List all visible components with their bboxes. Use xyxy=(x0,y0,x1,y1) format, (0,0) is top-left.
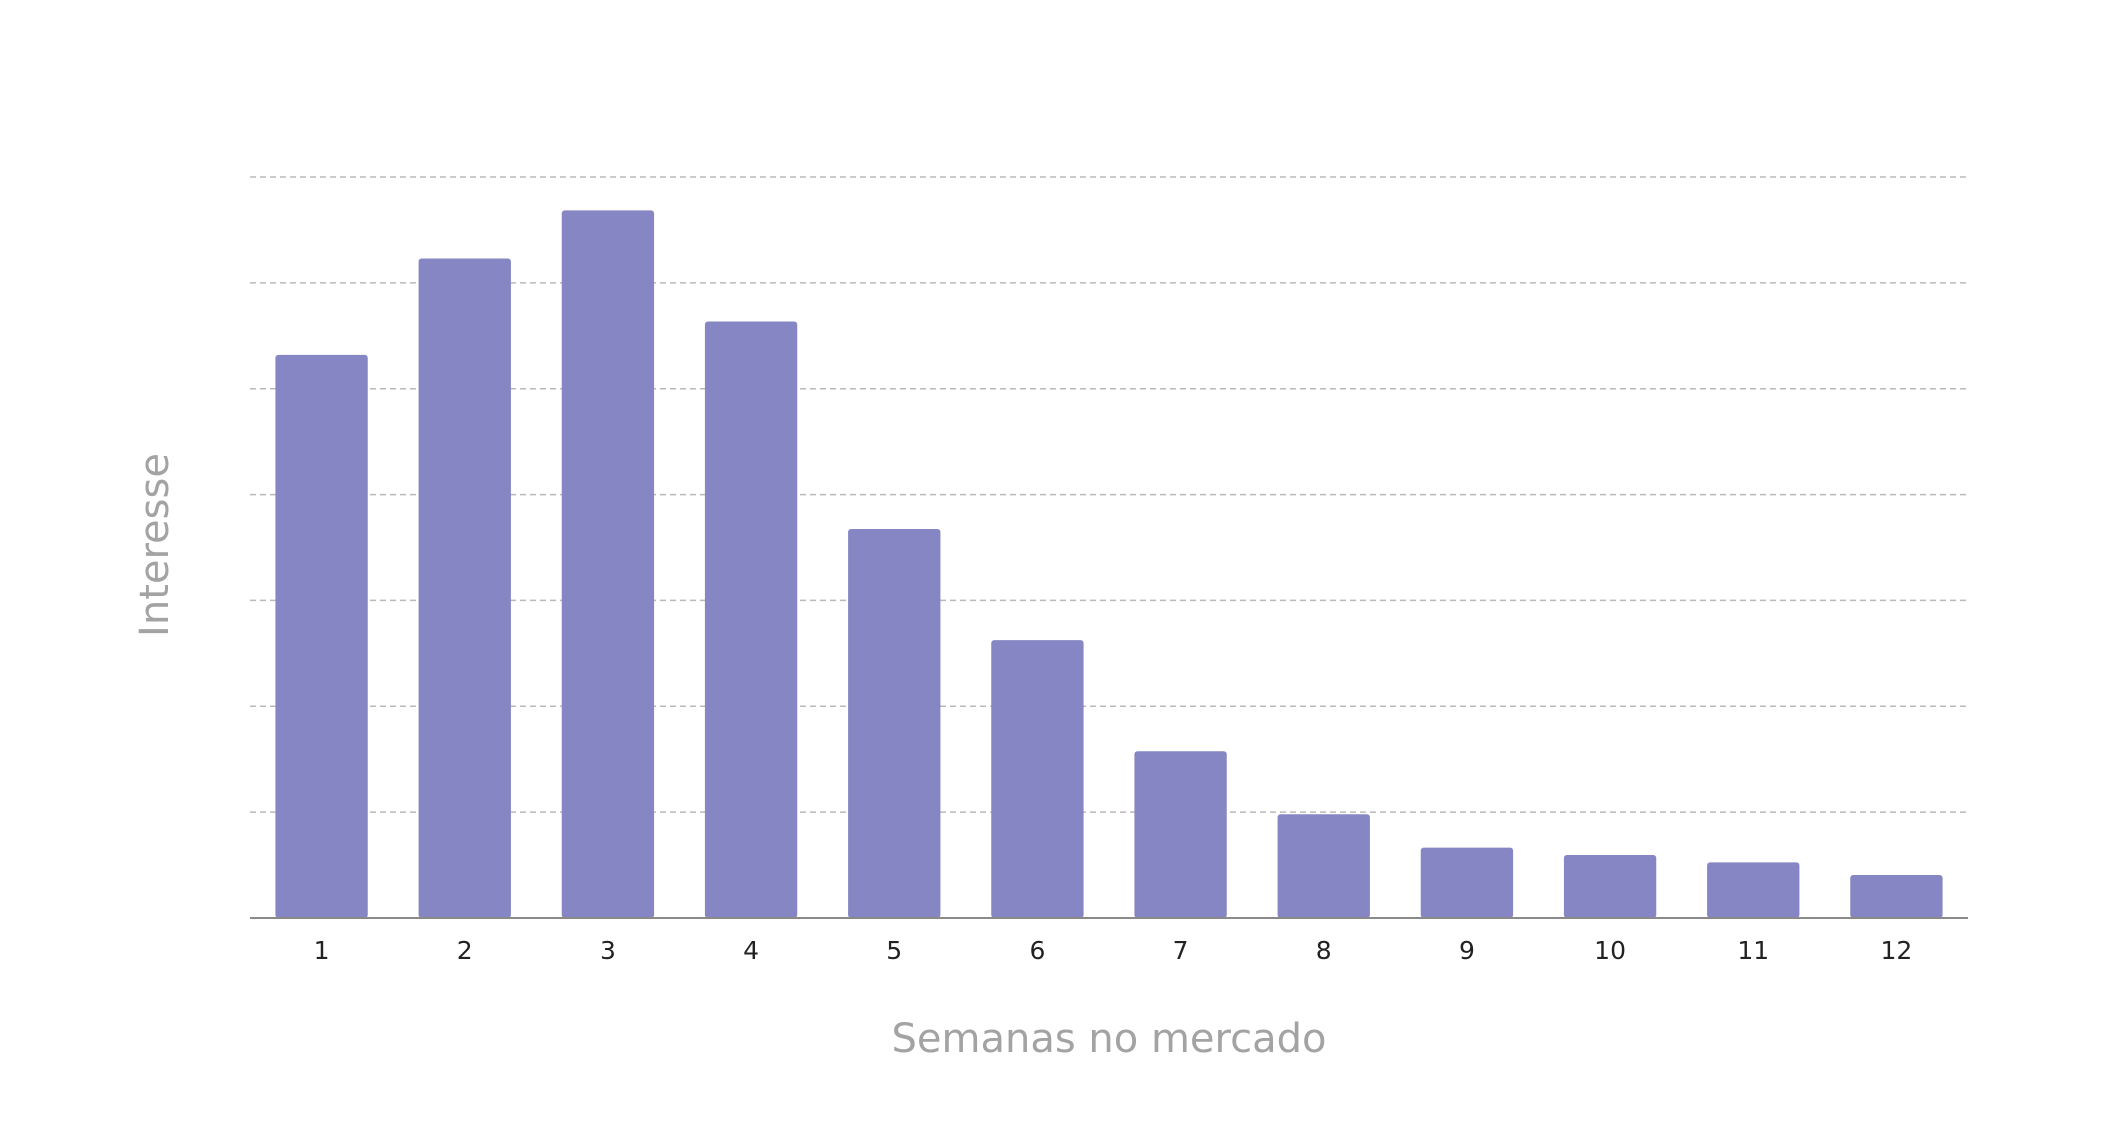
bar-week-5 xyxy=(848,528,941,918)
bar-week-7 xyxy=(1134,751,1227,918)
x-tick-label: 2 xyxy=(457,936,473,965)
x-tick-label: 6 xyxy=(1029,936,1045,965)
bar-week-4 xyxy=(704,321,798,918)
bar-week-2 xyxy=(418,258,511,918)
bars xyxy=(275,210,1943,919)
bar-week-6 xyxy=(991,640,1084,918)
x-tick-label: 5 xyxy=(886,936,902,965)
y-axis-title: Interesse xyxy=(132,453,178,637)
x-tick-label: 1 xyxy=(314,936,330,965)
x-tick-label: 9 xyxy=(1459,936,1475,965)
x-axis-title: Semanas no mercado xyxy=(892,1016,1327,1062)
bar-week-11 xyxy=(1707,862,1800,918)
x-tick-label: 3 xyxy=(600,936,616,965)
x-tick-label: 12 xyxy=(1881,936,1913,965)
x-tick-label: 4 xyxy=(743,936,759,965)
bar-week-10 xyxy=(1563,855,1657,918)
bar-week-9 xyxy=(1420,847,1514,918)
x-tick-label: 7 xyxy=(1173,936,1189,965)
bar-week-12 xyxy=(1850,875,1943,918)
gridlines xyxy=(250,176,1968,813)
x-tick-labels: 1 2 3 4 5 6 7 8 9 10 11 12 xyxy=(314,936,1913,965)
bar-week-8 xyxy=(1277,814,1370,918)
x-tick-label: 11 xyxy=(1737,936,1769,965)
bar-week-1 xyxy=(275,354,368,919)
bar-week-3 xyxy=(561,210,655,919)
x-tick-label: 10 xyxy=(1594,936,1626,965)
x-tick-label: 8 xyxy=(1316,936,1332,965)
